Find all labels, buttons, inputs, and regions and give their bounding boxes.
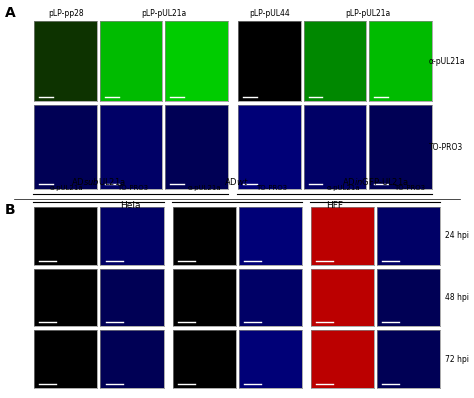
Text: B: B (5, 203, 15, 217)
Text: TO-PRO3: TO-PRO3 (429, 143, 463, 152)
Text: 24 hpi: 24 hpi (445, 231, 469, 240)
Text: HFF: HFF (326, 201, 343, 210)
Text: pLP-pUL21a: pLP-pUL21a (346, 9, 391, 18)
Text: Hela: Hela (120, 201, 141, 210)
Text: α-pUL21a: α-pUL21a (50, 185, 83, 191)
Text: TO-PRO3: TO-PRO3 (394, 185, 425, 191)
Text: pLP-pUL21a: pLP-pUL21a (142, 9, 187, 18)
Text: TO-PRO3: TO-PRO3 (255, 185, 287, 191)
Text: TO-PRO3: TO-PRO3 (117, 185, 148, 191)
Text: A: A (5, 6, 16, 20)
Text: 72 hpi: 72 hpi (445, 355, 469, 364)
Text: α-pUL21a: α-pUL21a (429, 57, 465, 66)
Text: AD$\mathit{sub}$UL21a: AD$\mathit{sub}$UL21a (71, 176, 126, 187)
Text: pLP-pUL44: pLP-pUL44 (249, 9, 290, 18)
Text: AD$\mathit{wt}$: AD$\mathit{wt}$ (225, 176, 249, 187)
Text: α-pUL21a: α-pUL21a (327, 185, 360, 191)
Text: pLP-pp28: pLP-pp28 (48, 9, 84, 18)
Text: α-pUL21a: α-pUL21a (188, 185, 221, 191)
Text: 48 hpi: 48 hpi (445, 293, 469, 302)
Text: AD$\mathit{in}$GFP-UL21a: AD$\mathit{in}$GFP-UL21a (342, 176, 409, 187)
